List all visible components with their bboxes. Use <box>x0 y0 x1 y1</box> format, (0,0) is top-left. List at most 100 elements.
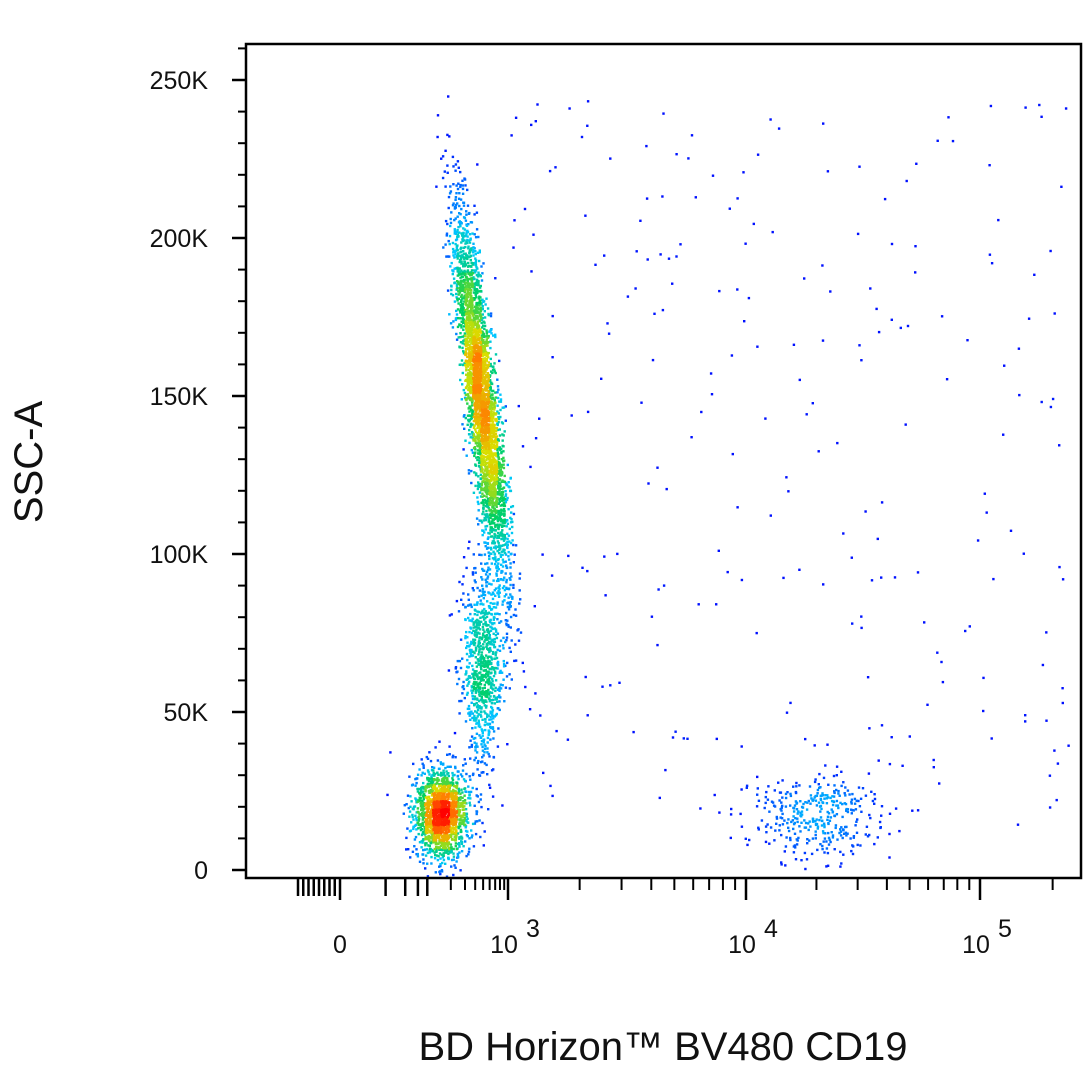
event-point <box>491 402 494 405</box>
event-point <box>491 711 494 714</box>
event-point <box>711 174 715 177</box>
event-point <box>466 229 469 233</box>
event-point <box>490 490 493 493</box>
event-point <box>472 334 476 337</box>
event-point <box>469 299 472 303</box>
event-point <box>773 789 776 792</box>
event-point <box>781 812 784 816</box>
event-point <box>826 851 830 855</box>
event-point <box>782 576 785 580</box>
event-point <box>465 231 468 234</box>
event-point <box>487 551 490 554</box>
event-point <box>483 324 487 328</box>
event-point <box>452 788 455 792</box>
event-point <box>826 818 829 821</box>
event-point <box>470 648 473 652</box>
event-point <box>493 408 496 411</box>
event-point <box>832 800 835 803</box>
event-point <box>1051 397 1055 401</box>
event-point <box>494 654 497 657</box>
event-point <box>417 811 420 814</box>
event-point <box>430 855 433 859</box>
event-point <box>423 811 426 814</box>
event-point <box>488 619 492 622</box>
event-point <box>485 524 489 528</box>
event-point <box>422 798 425 801</box>
event-point <box>457 268 460 272</box>
event-point <box>807 822 810 825</box>
event-point <box>851 622 854 625</box>
event-point <box>1016 823 1020 826</box>
event-point <box>465 322 469 325</box>
event-point <box>964 629 967 633</box>
event-point <box>475 266 478 269</box>
event-point <box>465 812 469 815</box>
event-point <box>470 651 473 654</box>
event-point <box>412 818 415 821</box>
event-point <box>499 683 502 686</box>
event-point <box>448 192 452 195</box>
event-point <box>480 576 483 579</box>
event-point <box>490 552 493 555</box>
event-point <box>487 624 490 627</box>
event-point <box>486 513 489 516</box>
event-point <box>474 820 477 823</box>
event-point <box>464 298 467 302</box>
event-point <box>505 593 508 596</box>
event-point <box>483 327 486 331</box>
event-point <box>486 449 489 453</box>
event-point <box>899 326 902 330</box>
event-point <box>464 618 467 622</box>
event-point <box>467 378 470 381</box>
event-point <box>491 720 494 724</box>
event-point <box>483 341 486 344</box>
event-point <box>490 718 493 721</box>
event-point <box>496 603 499 606</box>
event-point <box>789 838 792 842</box>
event-point <box>497 518 500 521</box>
event-point <box>489 474 492 478</box>
event-point <box>813 780 817 784</box>
event-point <box>471 587 474 590</box>
event-point <box>437 785 441 788</box>
event-point <box>471 786 474 790</box>
event-point <box>505 525 508 528</box>
event-point <box>491 666 494 669</box>
event-point <box>456 317 460 320</box>
event-point <box>463 325 466 328</box>
event-point <box>409 856 412 859</box>
event-point <box>833 791 836 795</box>
event-point <box>467 324 471 327</box>
event-point <box>461 233 465 236</box>
event-point <box>488 520 491 523</box>
event-point <box>474 473 478 477</box>
event-point <box>855 831 859 834</box>
event-point <box>484 518 487 521</box>
event-point <box>468 655 471 658</box>
event-point <box>420 786 423 790</box>
event-point <box>495 630 498 633</box>
event-point <box>485 664 488 668</box>
event-point <box>482 379 485 383</box>
event-point <box>470 686 474 689</box>
event-point <box>478 319 481 322</box>
event-point <box>488 620 492 624</box>
event-point <box>480 736 483 739</box>
event-point <box>492 579 495 582</box>
event-point <box>428 849 431 852</box>
event-point <box>470 414 473 418</box>
event-point <box>489 435 492 438</box>
event-point <box>465 324 468 327</box>
event-point <box>474 756 477 759</box>
event-point <box>463 801 466 805</box>
event-point <box>476 715 479 718</box>
event-point <box>479 310 483 313</box>
event-point <box>504 499 507 503</box>
event-point <box>418 768 421 771</box>
event-point <box>474 264 478 267</box>
event-point <box>485 455 489 459</box>
event-point <box>471 326 474 330</box>
event-point <box>495 505 498 508</box>
event-point <box>498 591 501 594</box>
event-point <box>493 487 496 491</box>
